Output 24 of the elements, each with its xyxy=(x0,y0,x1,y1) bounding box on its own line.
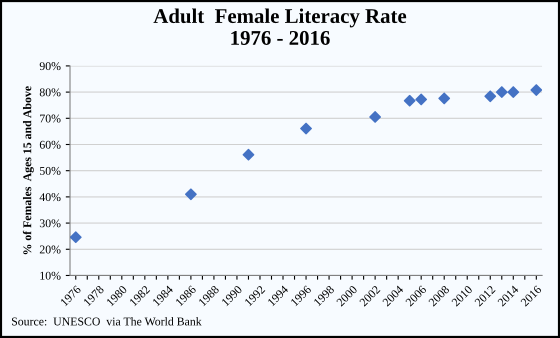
point xyxy=(369,111,382,123)
y-tick-label: 90% xyxy=(40,62,61,70)
y-tick-label: 40% xyxy=(40,193,61,202)
point xyxy=(300,122,312,134)
point xyxy=(242,148,254,161)
point xyxy=(484,90,496,102)
point xyxy=(507,86,520,98)
point xyxy=(70,231,82,244)
point xyxy=(530,84,542,96)
point xyxy=(404,94,416,107)
chart-title: Adult Female Literacy Rate 1976 - 2016 xyxy=(154,8,406,45)
y-tick-label: 20% xyxy=(40,246,61,254)
y-tick-label: 80% xyxy=(40,88,61,96)
y-tick-label: 70% xyxy=(40,114,61,123)
point xyxy=(185,188,197,200)
point xyxy=(496,86,508,98)
y-tick-label: 60% xyxy=(40,140,61,149)
y-tick-label: 10% xyxy=(40,272,61,280)
y-tick-label: 50% xyxy=(40,166,61,175)
point xyxy=(438,92,450,104)
y-tick-label: 30% xyxy=(40,219,61,228)
source-note: Source: UNESCO via The World Bank xyxy=(12,317,202,326)
y-axis-title: % of Females Ages 15 and Above xyxy=(22,86,34,254)
point xyxy=(415,94,428,106)
